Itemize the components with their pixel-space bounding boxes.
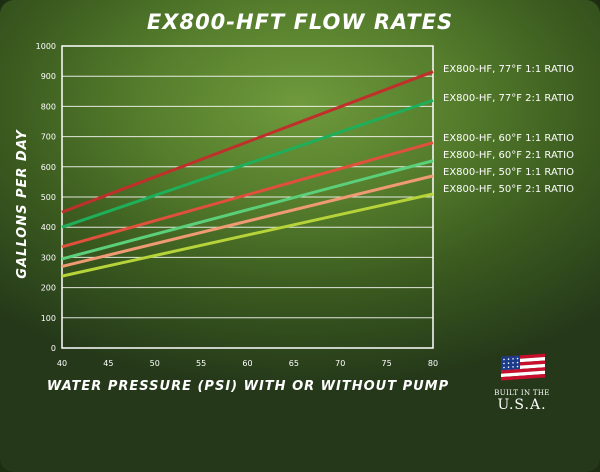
x-tick-label: 40 [57, 359, 67, 368]
series-line-2 [61, 98, 434, 229]
y-tick-label: 800 [41, 102, 56, 111]
chart-title: EX800-HFT FLOW RATES [146, 10, 454, 34]
legend-entry-5: EX800-HF, 50°F 1:1 RATIO [443, 167, 574, 178]
badge-bottom-text: U.S.A. [497, 397, 547, 413]
series-line-4 [61, 159, 434, 261]
x-axis-label: WATER PRESSURE (PSI) WITH OR WITHOUT PUM… [47, 379, 449, 394]
legend-entry-3: EX800-HF, 60°F 1:1 RATIO [443, 133, 574, 144]
x-tick-label: 55 [196, 359, 206, 368]
y-tick-label: 300 [41, 253, 56, 262]
legend-entry-2: EX800-HF, 77°F 2:1 RATIO [443, 93, 574, 104]
x-tick-label: 45 [103, 359, 113, 368]
y-tick-label: 400 [41, 223, 56, 232]
y-tick-label: 0 [51, 344, 56, 353]
y-tick-label: 1000 [36, 42, 56, 51]
x-tick-label: 65 [289, 359, 299, 368]
x-tick-labels: 40 45 50 55 60 65 70 75 80 [57, 359, 438, 368]
series-line-6 [61, 192, 434, 278]
series-line-1 [61, 70, 434, 214]
y-tick-label: 900 [41, 72, 56, 81]
y-tick-label: 100 [41, 314, 56, 323]
y-tick-label: 200 [41, 284, 56, 293]
x-tick-label: 80 [428, 359, 438, 368]
series-lines [61, 70, 434, 278]
x-tick-label: 70 [335, 359, 345, 368]
x-tick-label: 75 [382, 359, 392, 368]
badge-top-text: BUILT IN THE [494, 389, 550, 397]
y-tick-label: 700 [41, 133, 56, 142]
us-flag-icon [501, 353, 545, 381]
series-line-5 [61, 174, 434, 268]
legend-entry-4: EX800-HF, 60°F 2:1 RATIO [443, 150, 574, 161]
y-tick-label: 500 [41, 193, 56, 202]
x-tick-label: 60 [242, 359, 252, 368]
y-axis-label: GALLONS PER DAY [15, 129, 30, 279]
series-line-3 [61, 141, 434, 249]
x-tick-label: 50 [150, 359, 160, 368]
built-in-usa-badge: BUILT IN THE U.S.A. [492, 350, 552, 420]
legend-entry-6: EX800-HF, 50°F 2:1 RATIO [443, 184, 574, 195]
gridlines [62, 75, 433, 319]
y-tick-labels: 0 100 200 300 400 500 600 700 800 900 1000 [36, 42, 56, 353]
y-tick-label: 600 [41, 163, 56, 172]
legend-entry-1: EX800-HF, 77°F 1:1 RATIO [443, 64, 574, 75]
legend: EX800-HF, 77°F 1:1 RATIO EX800-HF, 77°F 2… [443, 64, 574, 195]
